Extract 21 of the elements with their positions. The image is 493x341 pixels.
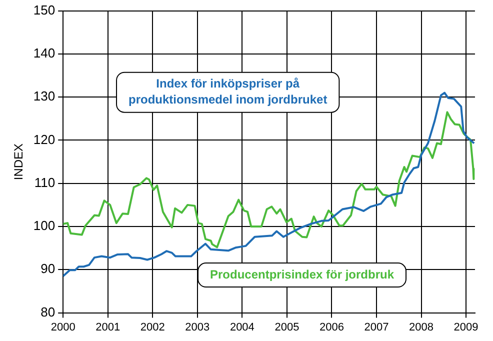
x-tick-label: 2006 [319,321,344,334]
x-tick-label: 2000 [50,321,76,334]
y-tick-label: 110 [34,174,56,190]
x-tick-label: 2009 [454,321,478,334]
y-axis-title: INDEX [12,143,26,180]
y-tick-label: 130 [33,88,56,104]
y-tick-label: 90 [40,261,56,276]
x-tick-label: 2008 [409,321,434,334]
x-tick-label: 2007 [364,321,389,334]
y-tick-label: 100 [33,218,56,234]
y-tick-label: 140 [33,46,56,61]
x-tick-label: 2002 [140,321,165,334]
y-tick-label: 150 [33,2,56,18]
x-tick-label: 2001 [96,321,120,334]
x-tick-label: 2003 [185,321,210,334]
x-tick-label: 2005 [274,321,300,334]
x-tick-label: 2004 [230,321,254,334]
y-tick-label: 120 [33,132,56,147]
series-label: Producentprisindex för jordbruk [210,267,394,282]
text: Index för inköpspriser på produktionsmedel inom jordbruket [128,76,328,107]
y-tick-label: 80 [40,304,56,320]
